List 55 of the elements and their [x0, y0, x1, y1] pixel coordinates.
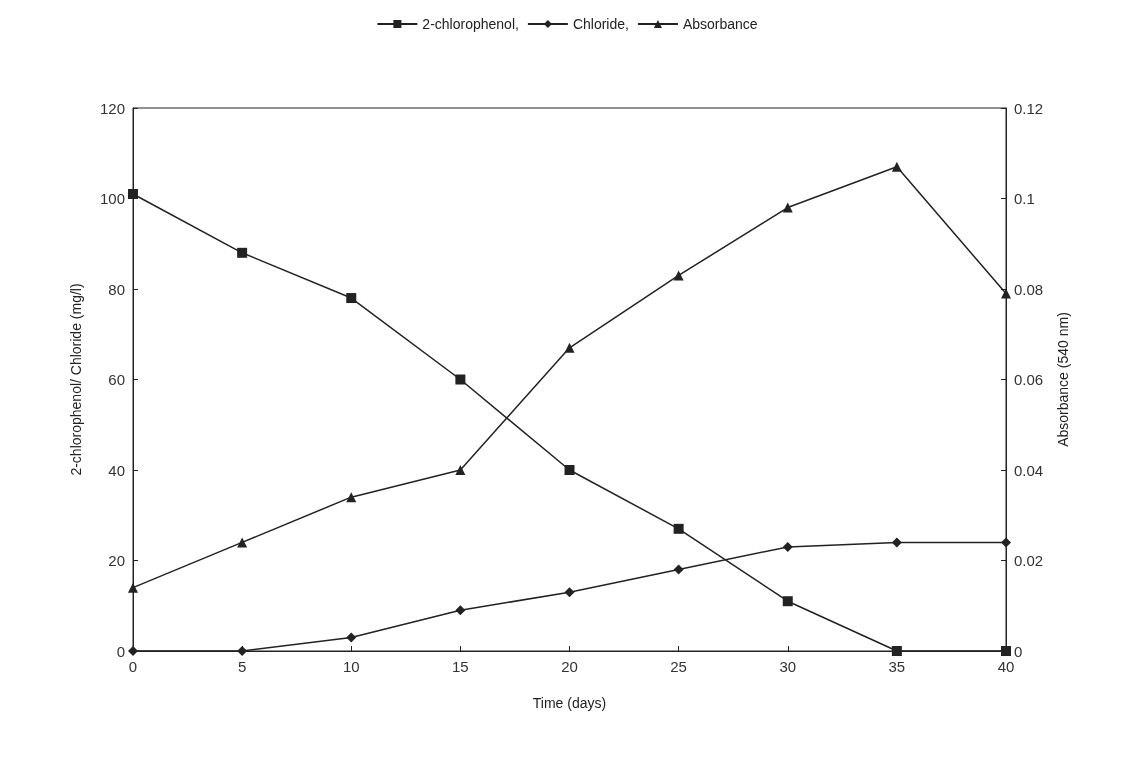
point: [891, 537, 902, 548]
point: [237, 537, 248, 548]
y2-tick-label: 0.1: [1014, 190, 1035, 207]
y2-tick-label: 0.04: [1014, 461, 1044, 479]
x-tick-label: 40: [997, 658, 1015, 675]
y-tick-label: 120: [99, 99, 125, 117]
y-tick-label: 100: [99, 190, 125, 207]
point: [564, 465, 575, 475]
point: [782, 596, 793, 607]
x-tick-label: 0: [128, 658, 138, 675]
point: [782, 541, 793, 552]
point: [564, 587, 575, 598]
y-tick-label: 40: [108, 461, 125, 479]
point: [455, 374, 466, 385]
x-tick-label: 10: [342, 658, 360, 675]
x-axis-title: Time (days): [532, 695, 607, 711]
point: [1001, 288, 1011, 299]
y-tick-label: 0: [116, 642, 125, 660]
point: [128, 582, 138, 593]
point: [455, 605, 466, 616]
legend-label: 2-chlorophenol,: [422, 16, 519, 32]
x-tick-label: 25: [670, 658, 687, 675]
x-tick-label: 5: [237, 658, 247, 675]
y-tick-label: 20: [108, 552, 125, 569]
y2-tick-label: 0.02: [1014, 552, 1044, 569]
point: [673, 564, 684, 575]
point: [1001, 537, 1011, 548]
point: [455, 465, 466, 475]
x-tick-label: 15: [452, 658, 469, 675]
legend-label: Absorbance: [682, 16, 758, 32]
point: [128, 188, 138, 199]
point: [346, 492, 357, 503]
legend-label: Chloride,: [572, 16, 629, 32]
y-tick-label: 80: [108, 280, 125, 298]
y-axis-title: 2-chlorophenol/ Chloride (mg/l): [68, 283, 84, 476]
y2-tick-label: 0.08: [1014, 280, 1044, 298]
x-tick-label: 30: [779, 658, 797, 675]
point: [346, 293, 357, 304]
y2-tick-label: 0: [1014, 642, 1023, 660]
point: [891, 161, 902, 172]
y2-tick-label: 0.12: [1014, 99, 1044, 117]
y-tick-label: 60: [108, 371, 125, 388]
point: [237, 247, 248, 258]
point: [128, 646, 138, 656]
point: [1001, 646, 1011, 656]
y2-tick-label: 0.06: [1014, 371, 1044, 388]
point: [782, 202, 793, 213]
x-tick-label: 20: [561, 658, 578, 675]
point: [564, 342, 575, 353]
x-tick-label: 35: [888, 658, 906, 675]
point: [673, 270, 684, 281]
point: [346, 632, 357, 643]
point: [891, 646, 902, 656]
y2-axis-title: Absorbance (540 nm): [1055, 312, 1071, 447]
point: [673, 523, 684, 534]
